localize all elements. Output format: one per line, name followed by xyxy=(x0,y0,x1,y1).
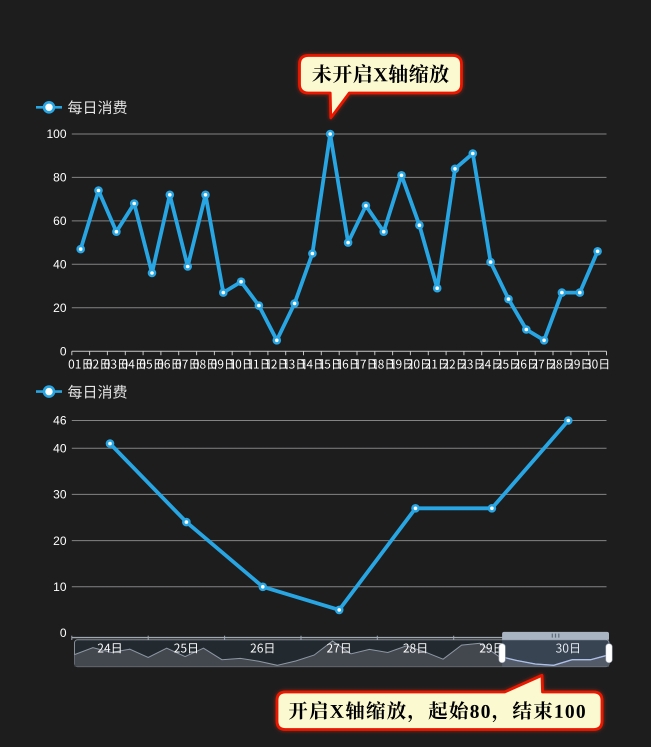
svg-text:40: 40 xyxy=(53,441,67,455)
svg-text:0: 0 xyxy=(60,626,67,640)
svg-text:60: 60 xyxy=(53,214,67,228)
svg-text:40: 40 xyxy=(53,258,67,272)
svg-text:20: 20 xyxy=(53,301,67,315)
svg-text:20: 20 xyxy=(53,534,67,548)
svg-text:80: 80 xyxy=(53,171,67,185)
svg-text:10: 10 xyxy=(53,580,67,594)
svg-text:30: 30 xyxy=(53,488,67,502)
svg-text:100: 100 xyxy=(46,127,66,141)
svg-text:0: 0 xyxy=(60,344,67,358)
svg-text:46: 46 xyxy=(53,414,67,428)
